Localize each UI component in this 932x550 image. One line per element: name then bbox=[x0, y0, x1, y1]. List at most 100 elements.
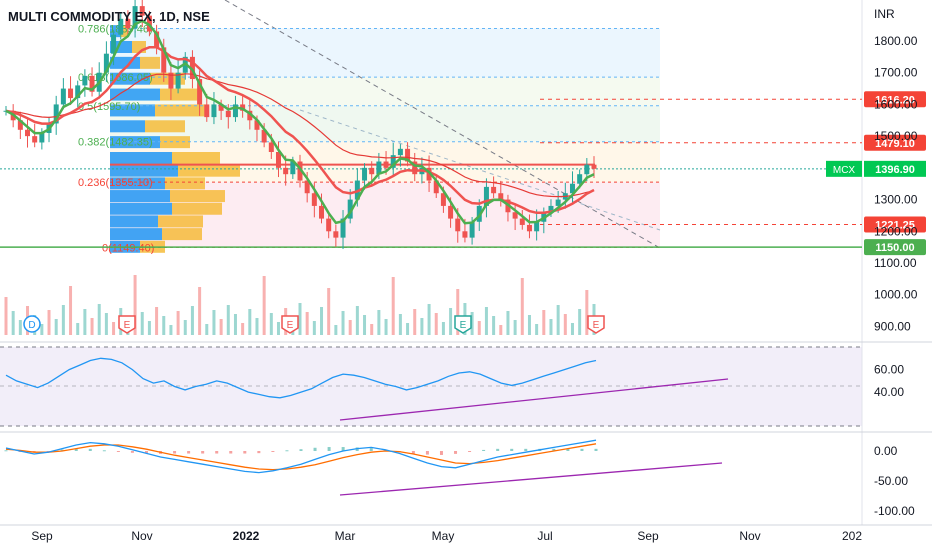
volume-bar bbox=[334, 325, 338, 335]
candle-body bbox=[60, 88, 66, 105]
candle-body bbox=[132, 6, 138, 29]
volume-bar bbox=[312, 321, 316, 335]
candle-body bbox=[376, 161, 382, 175]
volume-bar bbox=[262, 276, 266, 335]
price-axis-label: 1300.00 bbox=[874, 193, 918, 207]
volume-bar bbox=[61, 305, 65, 335]
candle-body bbox=[225, 110, 231, 118]
candle-body bbox=[161, 47, 167, 73]
macd-histogram-bar bbox=[454, 451, 458, 454]
candle-body bbox=[197, 79, 203, 105]
macd-histogram-bar bbox=[88, 448, 92, 451]
volume-bar bbox=[456, 289, 460, 335]
time-axis-label: Sep bbox=[31, 529, 53, 543]
macd-axis-label: -100.00 bbox=[874, 504, 915, 518]
volume-bar bbox=[18, 320, 22, 335]
macd-histogram-bar bbox=[4, 450, 8, 452]
candle-body bbox=[555, 199, 561, 206]
volume-bar bbox=[155, 307, 159, 335]
volume-bar bbox=[563, 314, 567, 335]
volume-bar bbox=[484, 307, 488, 335]
candle-body bbox=[569, 183, 575, 194]
volume-bar bbox=[190, 306, 194, 335]
volume-bar bbox=[133, 275, 137, 335]
vp-bar-up bbox=[110, 25, 120, 38]
candle-body bbox=[311, 193, 317, 206]
price-axis-label: 1000.00 bbox=[874, 288, 918, 302]
volume-bar bbox=[585, 290, 589, 335]
macd-histogram-bar bbox=[215, 451, 219, 454]
volume-bar bbox=[449, 308, 453, 335]
macd-histogram-bar bbox=[524, 448, 528, 451]
time-axis-label: Mar bbox=[335, 529, 356, 543]
volume-bar bbox=[542, 310, 546, 335]
macd-histogram-bar bbox=[425, 451, 429, 455]
macd-trendline bbox=[339, 462, 723, 496]
macd-histogram-bar bbox=[173, 451, 177, 454]
candle-body bbox=[304, 180, 310, 194]
vp-bar-down bbox=[145, 120, 185, 133]
volume-bar bbox=[441, 322, 445, 335]
candle-body bbox=[534, 221, 540, 232]
candle-body bbox=[369, 167, 375, 175]
candle-body bbox=[146, 15, 152, 32]
volume-bar bbox=[535, 324, 539, 335]
vp-bar-down bbox=[165, 177, 205, 190]
volume-bar bbox=[520, 278, 524, 335]
volume-bar bbox=[470, 312, 474, 335]
event-label: D bbox=[28, 320, 35, 331]
candle-body bbox=[268, 142, 274, 152]
ema-fast-line bbox=[5, 19, 595, 225]
volume-bar bbox=[391, 277, 395, 335]
price-tag-label: 1150.00 bbox=[875, 242, 914, 254]
volume-bar bbox=[162, 316, 166, 335]
volume-bar bbox=[76, 323, 80, 335]
candle-body bbox=[512, 212, 518, 219]
candle-body bbox=[25, 129, 31, 137]
candle-body bbox=[462, 231, 468, 238]
fib-lines: 0.786(1839.46)0.618(1686.05)0.5(1595.70)… bbox=[0, 23, 862, 254]
candle-body bbox=[340, 218, 346, 238]
macd-histogram-bar bbox=[130, 451, 134, 453]
vp-bar-up bbox=[110, 152, 172, 164]
volume-bar bbox=[255, 318, 259, 335]
macd-histogram-bar bbox=[60, 449, 64, 451]
vp-bar-up bbox=[110, 190, 170, 203]
vp-bar-up bbox=[110, 215, 158, 228]
vp-bar-down bbox=[132, 41, 146, 53]
candle-body bbox=[591, 164, 597, 169]
volume-bar bbox=[212, 310, 216, 335]
macd-pane bbox=[4, 439, 723, 496]
volume-bar bbox=[434, 313, 438, 335]
candle-body bbox=[548, 205, 554, 213]
candle-body bbox=[426, 167, 432, 181]
volume-bar bbox=[363, 315, 367, 335]
time-axis: Sep Nov 2022 Mar May Jul Sep Nov 202 bbox=[31, 529, 862, 543]
volume-bar bbox=[305, 312, 309, 335]
candle-body bbox=[189, 56, 195, 80]
candle-body bbox=[519, 218, 525, 225]
volume-bar bbox=[499, 325, 503, 335]
earnings-marker bbox=[454, 315, 472, 334]
volume-bar bbox=[327, 288, 331, 335]
macd-histogram-bar bbox=[594, 448, 598, 451]
price-axis-label: 1200.00 bbox=[874, 224, 918, 238]
candle-body bbox=[82, 75, 88, 86]
macd-histogram-bar bbox=[468, 451, 472, 452]
volume-bar bbox=[169, 325, 173, 335]
candle-body bbox=[175, 72, 181, 89]
macd-histogram-bar bbox=[144, 451, 148, 454]
candle-body bbox=[32, 136, 38, 143]
chart-title: MULTI COMMODITY EX, 1D, NSE bbox=[8, 9, 210, 24]
macd-histogram-bar bbox=[243, 451, 247, 454]
candle-body bbox=[290, 161, 296, 175]
trendline bbox=[224, 0, 661, 249]
volume-bar bbox=[377, 310, 381, 335]
macd-histogram-bar bbox=[201, 451, 205, 454]
volume-bar bbox=[570, 323, 574, 335]
candle-body bbox=[577, 174, 583, 184]
macd-line bbox=[5, 439, 597, 474]
macd-histogram-bar bbox=[327, 447, 331, 451]
rsi-trendline bbox=[339, 378, 729, 421]
